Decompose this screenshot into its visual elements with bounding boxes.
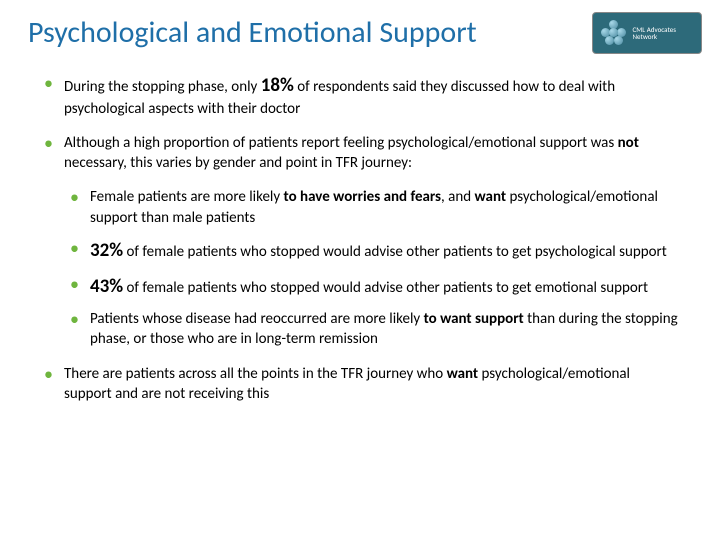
text: Although a high proportion of patients r…: [64, 134, 618, 152]
text: , and: [441, 188, 474, 206]
text: Patients whose disease had reoccurred ar…: [90, 310, 424, 328]
sub-4: Patients whose disease had reoccurred ar…: [70, 309, 680, 350]
text-bold: want: [475, 188, 507, 206]
stat-32: 32%: [90, 239, 123, 262]
text-bold: not: [618, 134, 639, 152]
sub-3: 43% of female patients who stopped would…: [70, 274, 680, 300]
text: of female patients who stopped would adv…: [123, 279, 648, 297]
text-bold: to have worries and fears: [284, 188, 442, 206]
stat-43: 43%: [90, 275, 123, 298]
logo-badge: CML Advocates Network: [592, 12, 702, 54]
content-area: During the stopping phase, only 18% of r…: [0, 51, 720, 404]
text-bold: to want support: [424, 310, 524, 328]
stat-18: 18%: [261, 74, 294, 97]
bullet-3: There are patients across all the points…: [44, 364, 680, 405]
sub-bullets: Female patients are more likely to have …: [44, 187, 680, 349]
text: Female patients are more likely: [90, 188, 284, 206]
sub-2: 32% of female patients who stopped would…: [70, 238, 680, 264]
sub-1: Female patients are more likely to have …: [70, 187, 680, 228]
text: During the stopping phase, only: [64, 78, 261, 96]
text: of female patients who stopped would adv…: [123, 243, 667, 261]
text-bold: want: [447, 365, 479, 383]
logo-icon: [599, 18, 629, 48]
bullet-2: Although a high proportion of patients r…: [44, 133, 680, 174]
bullet-1: During the stopping phase, only 18% of r…: [44, 73, 680, 119]
logo-text: CML Advocates Network: [633, 26, 701, 40]
text: necessary, this varies by gender and poi…: [64, 154, 412, 172]
text: There are patients across all the points…: [64, 365, 447, 383]
